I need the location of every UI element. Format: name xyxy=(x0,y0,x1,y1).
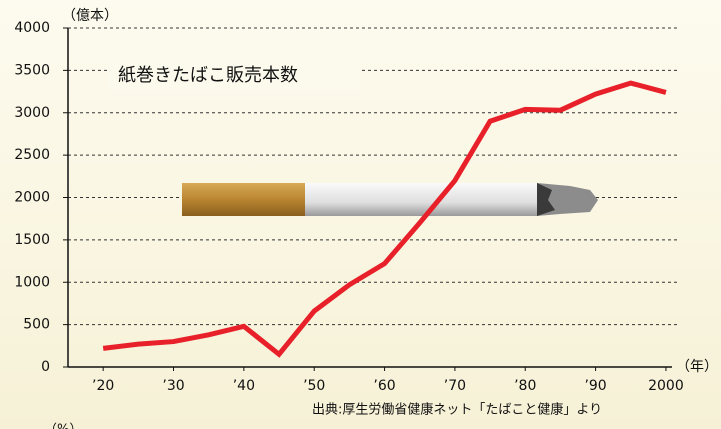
x-tick-label: ’40 xyxy=(233,378,255,394)
y-tick-label: 4000 xyxy=(14,20,50,36)
x-tick-label: 2000 xyxy=(648,378,684,394)
y-tick-label: 1000 xyxy=(14,274,50,290)
y-tick-label: 1500 xyxy=(14,232,50,248)
x-tick-label: ’90 xyxy=(584,378,606,394)
x-axis-label: （年） xyxy=(676,359,718,375)
y-axis-label: （億本） xyxy=(62,8,118,24)
footer-label: （%） xyxy=(44,423,82,429)
x-tick-label: ’20 xyxy=(92,378,114,394)
x-tick-label: ’30 xyxy=(162,378,184,394)
y-tick-label: 2000 xyxy=(14,190,50,206)
x-tick-label: ’80 xyxy=(514,378,536,394)
chart-title: 紙巻きたばこ販売本数 xyxy=(118,65,298,86)
y-tick-label: 3000 xyxy=(14,105,50,121)
y-tick-label: 2500 xyxy=(14,147,50,163)
x-tick-label: ’60 xyxy=(373,378,395,394)
x-tick-label: ’50 xyxy=(303,378,325,394)
y-tick-label: 3500 xyxy=(14,62,50,78)
data-line xyxy=(102,80,667,358)
y-tick-label: 0 xyxy=(41,359,50,375)
title-bg xyxy=(108,62,360,90)
grid xyxy=(68,27,680,326)
x-tick-label: ’70 xyxy=(444,378,466,394)
y-tick-label: 500 xyxy=(23,317,50,333)
source-note: 出典:厚生労働省健康ネット「たばこと健康」より xyxy=(312,402,602,418)
cigarette xyxy=(182,183,598,216)
